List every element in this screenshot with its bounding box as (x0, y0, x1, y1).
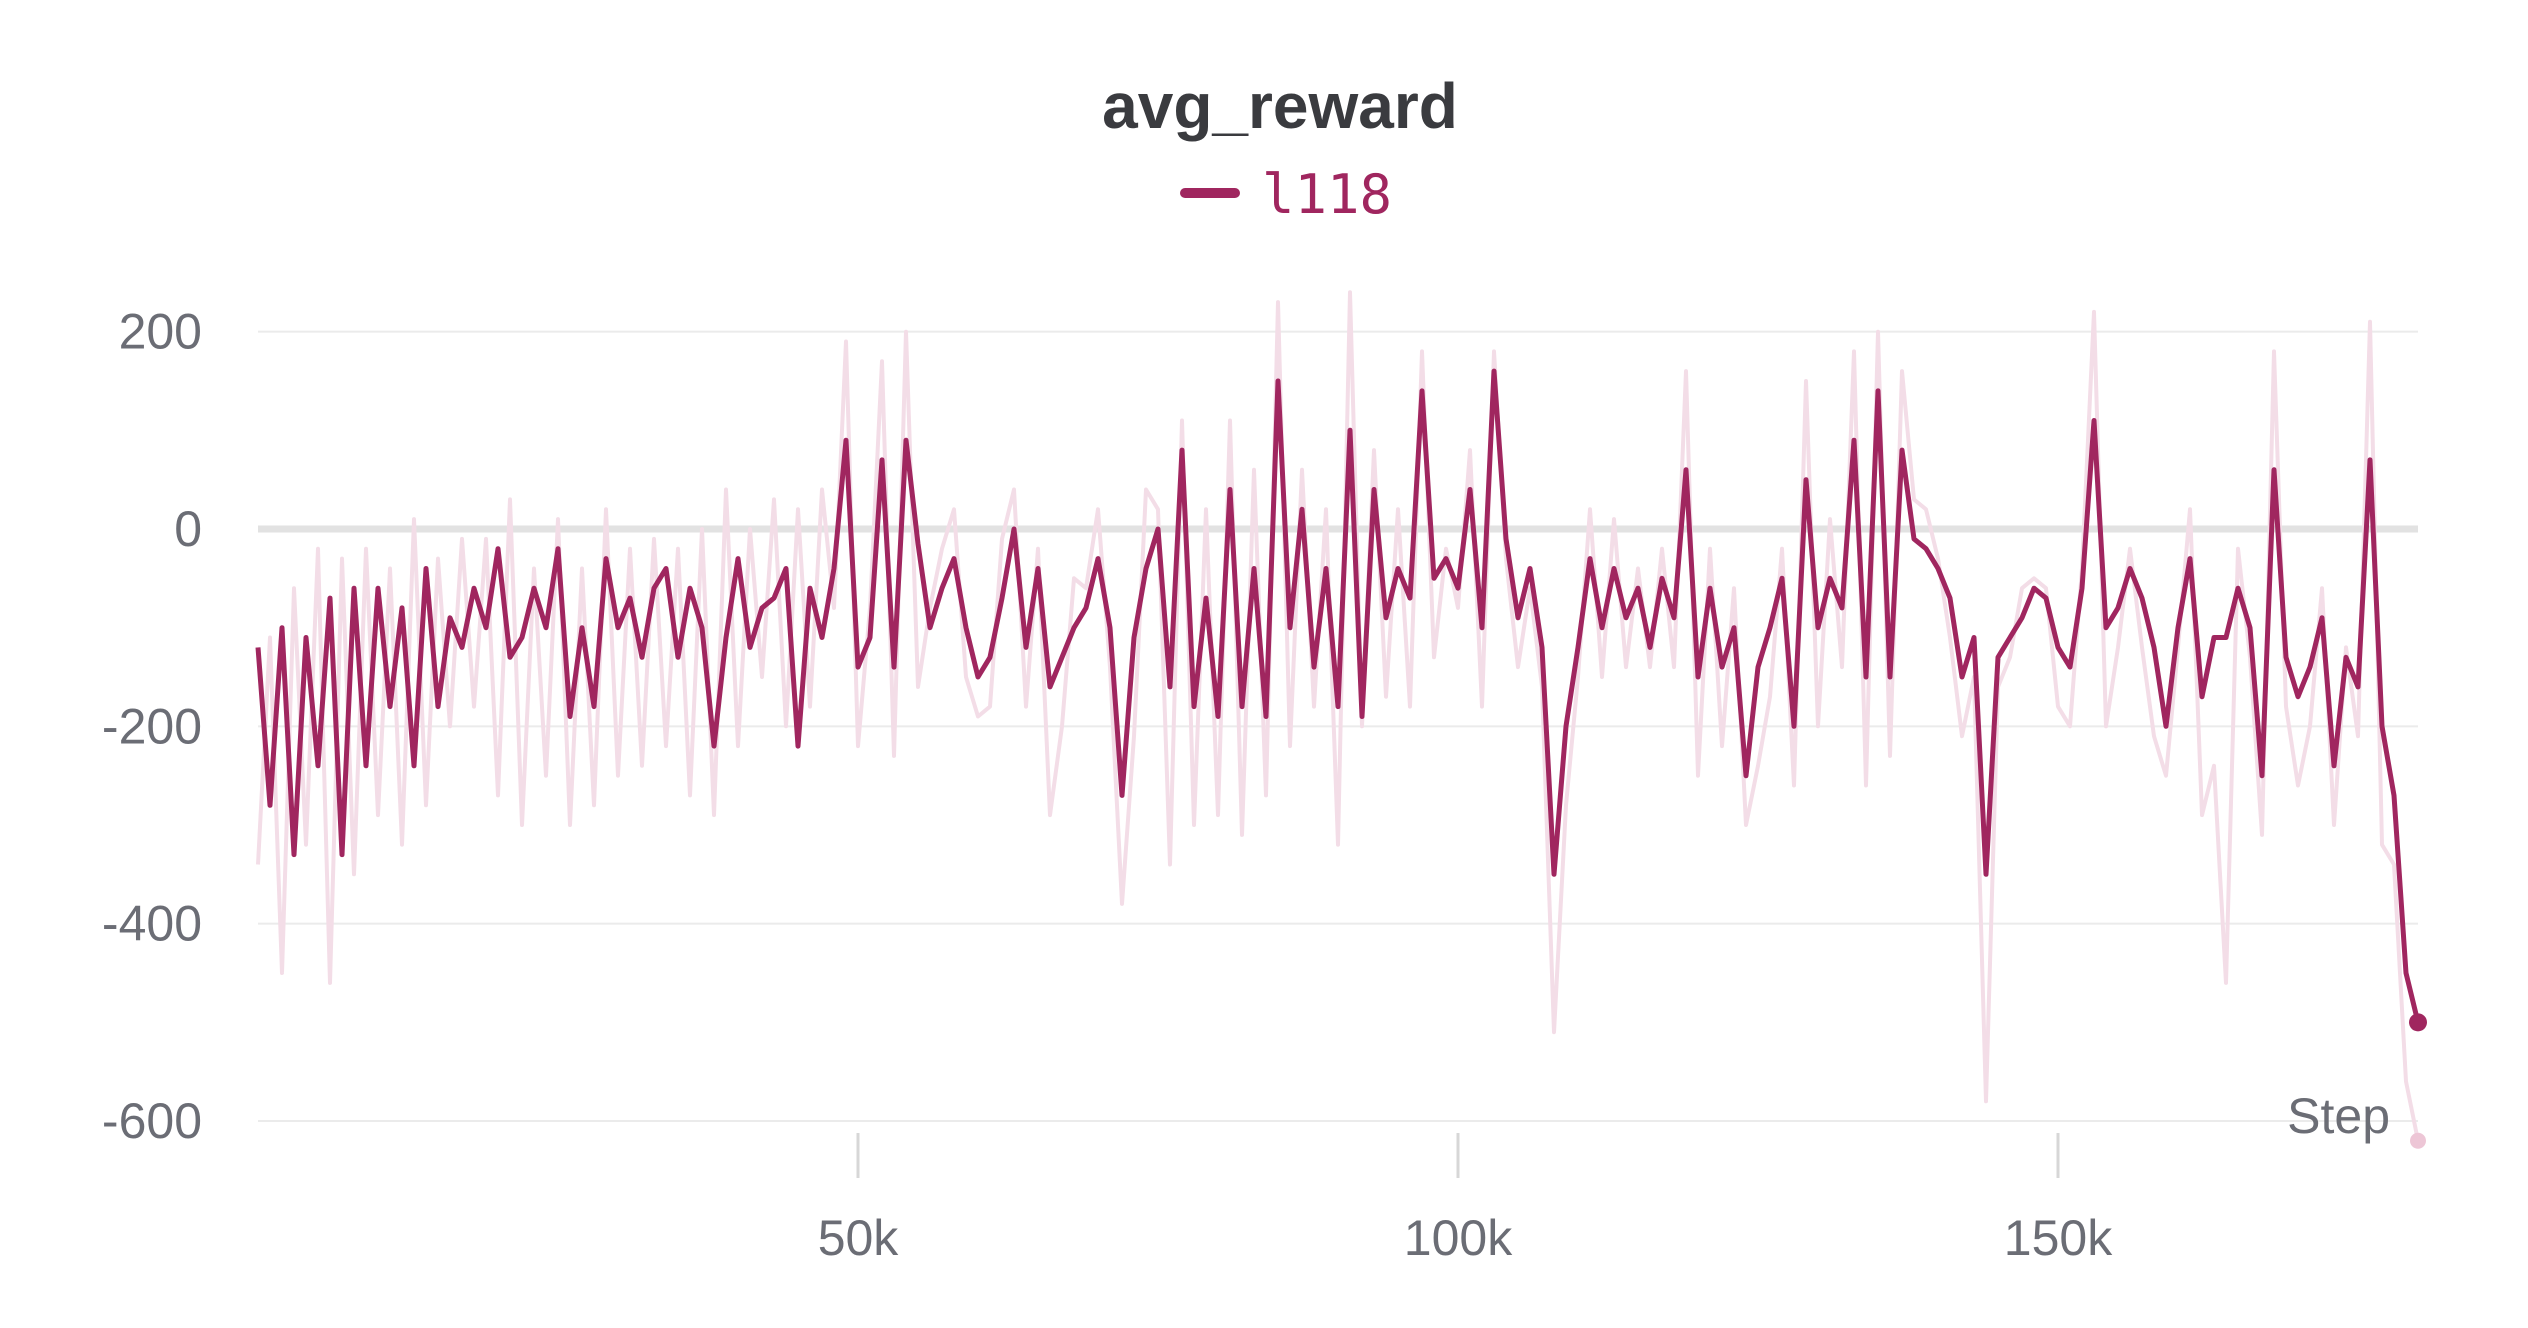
y-tick-label: -600 (102, 1093, 202, 1149)
x-tick-label: 150k (2004, 1210, 2113, 1266)
series-line-l118 (255, 368, 2421, 1023)
chart-title: avg_reward (1102, 70, 1458, 142)
y-axis-ticks: 200 0 -200 -400 -600 (102, 304, 202, 1149)
legend[interactable]: l118 (1180, 163, 1392, 226)
y-tick-label: -200 (102, 698, 202, 754)
series-line-raw (256, 290, 2420, 1142)
y-tick-label: 0 (174, 501, 202, 557)
legend-label: l118 (1262, 163, 1392, 226)
series-end-marker-l118 (2409, 1013, 2427, 1032)
x-tick-label: 100k (1404, 1210, 1513, 1266)
grid-lines (258, 330, 2418, 1122)
x-axis-ticks: 50k 100k 150k (818, 1133, 2113, 1266)
plot-area[interactable] (255, 290, 2427, 1149)
x-tick-label: 50k (818, 1210, 900, 1266)
x-axis-label: Step (2287, 1088, 2390, 1144)
y-tick-label: 200 (119, 304, 202, 360)
series-end-marker-raw (2410, 1132, 2426, 1149)
y-tick-label: -400 (102, 896, 202, 952)
